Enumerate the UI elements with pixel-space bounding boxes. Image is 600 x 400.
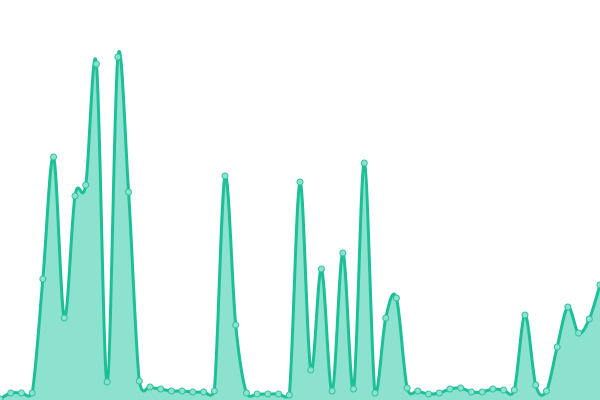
data-point-1 [7, 389, 15, 397]
data-point-11 [114, 53, 122, 61]
data-point-45 [478, 388, 486, 396]
data-point-42 [446, 385, 454, 393]
data-point-26 [275, 390, 283, 398]
data-point-6 [60, 314, 68, 322]
data-point-47 [500, 386, 508, 394]
data-point-32 [339, 249, 347, 257]
data-point-28 [296, 178, 304, 186]
data-point-51 [542, 387, 550, 395]
data-point-48 [510, 386, 518, 394]
data-point-38 [403, 384, 411, 392]
data-point-41 [435, 389, 443, 397]
data-point-31 [328, 387, 336, 395]
data-point-7 [71, 192, 79, 200]
data-point-10 [103, 378, 111, 386]
data-point-5 [50, 153, 58, 161]
data-point-0 [0, 395, 4, 400]
data-point-22 [232, 321, 240, 329]
data-point-46 [489, 385, 497, 393]
data-point-54 [575, 329, 583, 337]
data-point-2 [17, 389, 25, 397]
data-point-16 [167, 387, 175, 395]
data-point-17 [178, 387, 186, 395]
data-point-39 [414, 387, 422, 395]
data-point-34 [360, 159, 368, 167]
data-point-12 [125, 188, 133, 196]
data-point-29 [307, 366, 315, 374]
data-point-23 [242, 389, 250, 397]
data-point-52 [553, 343, 561, 351]
data-point-37 [392, 294, 400, 302]
data-point-33 [350, 385, 358, 393]
data-point-55 [585, 315, 593, 323]
data-point-14 [146, 383, 154, 391]
data-point-40 [425, 390, 433, 398]
data-point-53 [564, 303, 572, 311]
data-point-19 [200, 388, 208, 396]
data-point-3 [28, 389, 36, 397]
data-point-24 [253, 390, 261, 398]
area-fill [0, 51, 600, 400]
data-point-15 [157, 385, 165, 393]
data-point-30 [317, 265, 325, 273]
data-point-50 [532, 381, 540, 389]
data-point-8 [82, 181, 90, 189]
data-point-43 [457, 384, 465, 392]
data-point-21 [221, 172, 229, 180]
data-point-44 [467, 388, 475, 396]
data-point-49 [521, 311, 529, 319]
data-point-56 [596, 281, 600, 289]
data-point-13 [135, 377, 143, 385]
data-points [0, 53, 600, 400]
data-point-27 [285, 391, 293, 399]
data-point-25 [264, 390, 272, 398]
data-point-35 [371, 389, 379, 397]
data-point-20 [210, 387, 218, 395]
data-point-36 [382, 314, 390, 322]
data-point-9 [92, 60, 100, 68]
data-point-18 [189, 388, 197, 396]
data-point-4 [39, 275, 47, 283]
